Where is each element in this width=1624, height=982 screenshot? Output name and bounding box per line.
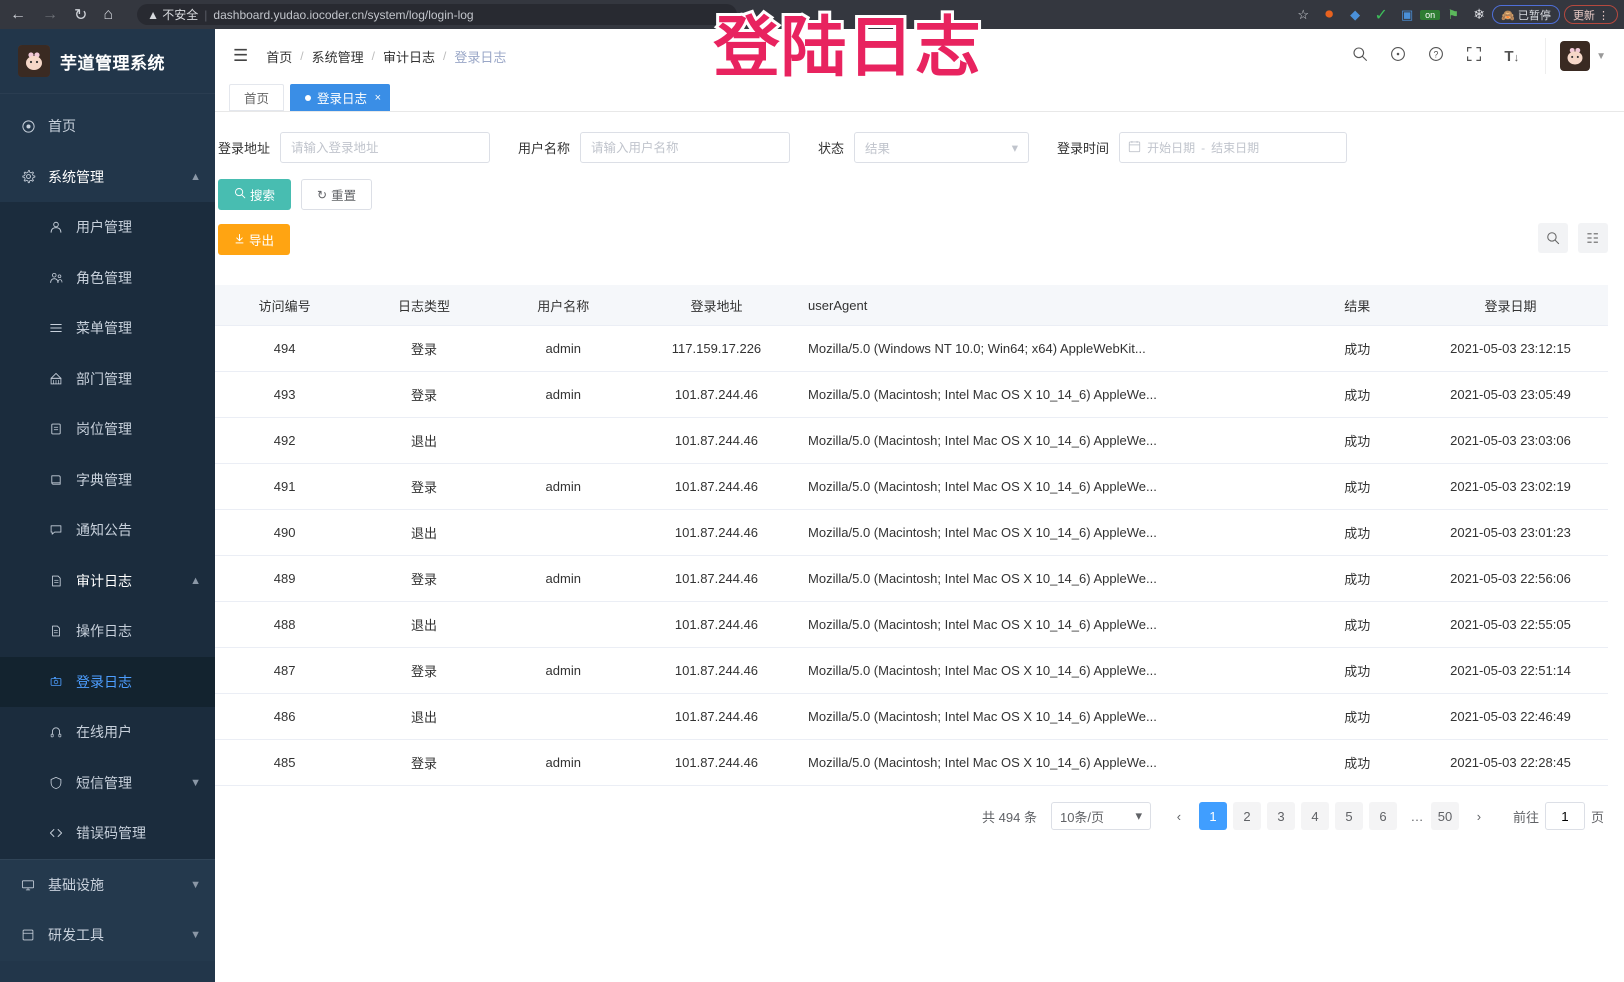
svg-text:?: ?	[1434, 49, 1439, 59]
